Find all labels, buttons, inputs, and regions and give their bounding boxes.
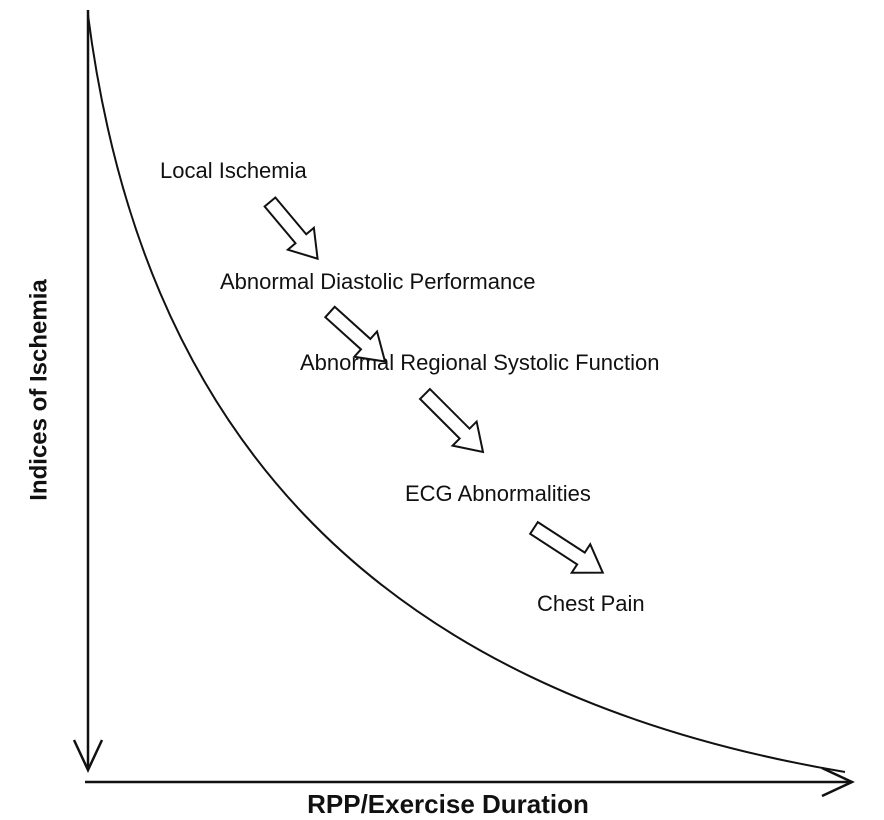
step-label: Abnormal Regional Systolic Function: [300, 350, 660, 375]
cascade-arrow: [323, 305, 387, 363]
x-axis-label: RPP/Exercise Duration: [307, 789, 589, 819]
y-axis-label: Indices of Ischemia: [25, 279, 52, 501]
cascade-arrow: [418, 387, 485, 454]
curve: [87, 14, 846, 773]
x-axis-arrowhead: [821, 766, 855, 798]
cascade-arrow: [528, 520, 605, 574]
step-label: ECG Abnormalities: [405, 481, 591, 506]
step-label: Local Ischemia: [160, 158, 308, 183]
step-label: Chest Pain: [537, 591, 645, 616]
cascade-arrow: [263, 196, 319, 261]
step-label: Abnormal Diastolic Performance: [220, 269, 535, 294]
y-axis-arrowhead: [72, 739, 104, 773]
